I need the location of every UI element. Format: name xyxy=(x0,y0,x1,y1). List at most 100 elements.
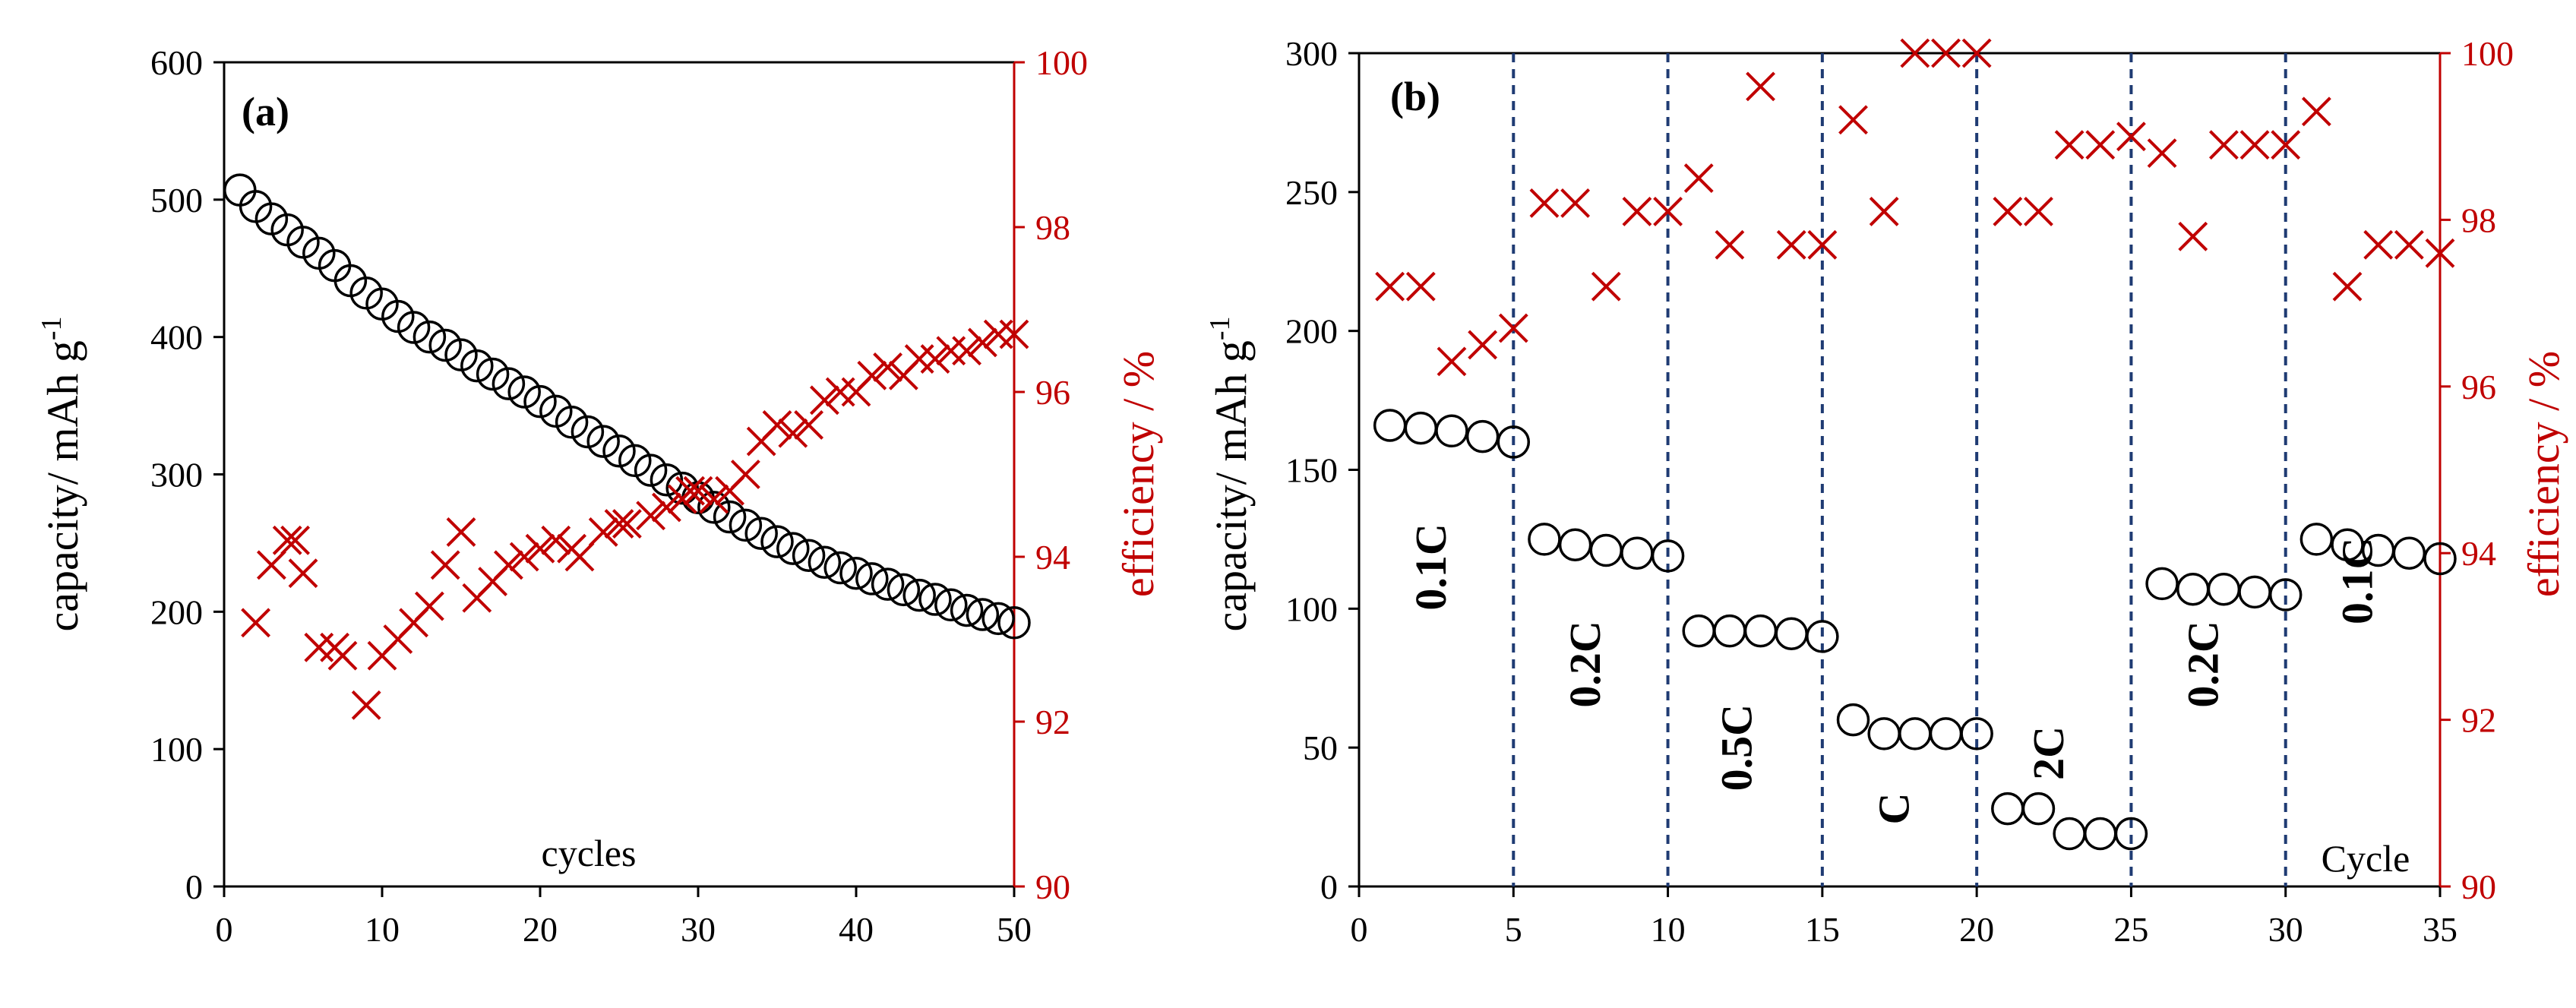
capacity-point-a xyxy=(618,444,652,478)
capacity-point-a xyxy=(997,606,1031,640)
efficiency-point-a xyxy=(541,525,571,555)
x-tick-label-b: 0 xyxy=(1351,910,1368,949)
capacity-point-a xyxy=(412,320,447,354)
y-tick-label-a: 300 xyxy=(150,456,203,495)
efficiency-point-a xyxy=(636,501,666,531)
capacity-point-a xyxy=(397,311,431,344)
capacity-point-a xyxy=(855,562,889,596)
efficiency-point-b xyxy=(1746,71,1775,102)
x-tick-label-a: 20 xyxy=(523,910,558,949)
y2-tick-label-a: 92 xyxy=(1035,703,1070,741)
efficiency-point-a xyxy=(651,492,681,523)
capacity-point-b xyxy=(2021,792,2056,826)
y-tick-label-b: 300 xyxy=(1285,34,1338,73)
y-tick-label-b: 200 xyxy=(1285,312,1338,351)
capacity-point-a xyxy=(808,545,842,579)
efficiency-point-b xyxy=(2363,229,2394,260)
efficiency-point-b xyxy=(2147,138,2177,169)
efficiency-point-b xyxy=(1622,197,1652,226)
plot-frame-a xyxy=(223,61,1016,888)
y-axis-title-sup-b: -1 xyxy=(1204,317,1236,341)
efficiency-point-b xyxy=(2332,271,2363,302)
capacity-point-b xyxy=(1497,425,1531,459)
capacity-point-b xyxy=(2114,817,2148,851)
capacity-point-b xyxy=(2268,578,2303,611)
capacity-point-a xyxy=(634,453,668,487)
y2-axis-title-a: efficiency / % xyxy=(1114,351,1163,597)
chart-panel-b: 0 5 10 15 20 25 30 35 0 50 100 150 200 250 300 90 92 94 96… xyxy=(1204,34,2568,949)
rate-label: 0.1C xyxy=(2333,538,2382,624)
capacity-point-a xyxy=(460,349,494,383)
rate-label: 0.5C xyxy=(1712,704,1761,791)
capacity-point-b xyxy=(1929,717,1963,750)
y2-tick-label-b: 94 xyxy=(2461,534,2496,573)
capacity-point-b xyxy=(1743,614,1778,648)
efficiency-point-a xyxy=(999,319,1029,349)
capacity-point-b xyxy=(1960,717,1993,750)
capacity-point-b xyxy=(2299,523,2334,556)
capacity-point-b xyxy=(1836,703,1870,737)
y2-tick-label-b: 96 xyxy=(2461,368,2496,406)
capacity-point-b xyxy=(1620,536,1654,570)
capacity-point-a xyxy=(729,508,763,542)
efficiency-point-a xyxy=(778,418,808,448)
y-axis-title-text-a: capacity/ mAh g xyxy=(38,340,87,631)
capacity-point-a xyxy=(839,556,873,590)
efficiency-point-b xyxy=(1405,271,1436,302)
x-tick-label-b: 20 xyxy=(1959,910,1994,949)
capacity-point-b xyxy=(1373,409,1407,442)
efficiency-point-a xyxy=(936,336,966,366)
capacity-point-a xyxy=(476,357,510,391)
y2-tick-label-a: 100 xyxy=(1035,43,1088,82)
x-tick-label-b: 5 xyxy=(1505,910,1522,949)
efficiency-point-b xyxy=(1498,313,1528,343)
plot-frame-b xyxy=(1358,52,2442,888)
efficiency-point-a xyxy=(493,550,523,580)
efficiency-point-b xyxy=(1653,197,1683,226)
x-tick-label-a: 10 xyxy=(365,910,400,949)
capacity-point-b xyxy=(2238,575,2271,609)
efficiency-point-b xyxy=(1715,229,1745,260)
capacity-point-a xyxy=(934,588,968,622)
efficiency-point-a xyxy=(430,550,460,580)
efficiency-point-a xyxy=(952,336,982,366)
efficiency-point-a xyxy=(683,476,713,506)
efficiency-point-a xyxy=(809,385,839,416)
efficiency-point-a xyxy=(857,360,887,390)
capacity-point-b xyxy=(1528,523,1561,556)
efficiency-point-a xyxy=(414,591,444,621)
capacity-point-b xyxy=(2423,542,2457,576)
efficiency-point-b xyxy=(1560,188,1591,218)
capacity-point-a xyxy=(650,463,684,497)
efficiency-point-a xyxy=(327,640,358,671)
x-tick-label-a: 50 xyxy=(997,910,1032,949)
y2-tick-label-b: 100 xyxy=(2461,34,2514,73)
y-axis-title-a: capacity/ mAh g-1 xyxy=(36,317,87,632)
efficiency-point-b xyxy=(1529,188,1560,218)
efficiency-point-a xyxy=(604,509,634,539)
rate-label: C xyxy=(1870,793,1919,825)
panel-label-b: (b) xyxy=(1390,74,1440,119)
capacity-point-a xyxy=(871,567,905,601)
efficiency-point-a xyxy=(351,690,381,720)
capacity-point-a xyxy=(555,406,589,439)
efficiency-point-b xyxy=(1776,229,1806,260)
efficiency-point-a xyxy=(272,525,302,555)
capacity-point-a xyxy=(223,173,257,207)
y2-axis-title-b: efficiency / % xyxy=(2519,351,2568,597)
capacity-point-b xyxy=(1806,620,1839,653)
rate-label: 2C xyxy=(2024,726,2073,780)
capacity-point-b xyxy=(2145,567,2179,601)
capacity-point-b xyxy=(1589,533,1623,567)
rate-label: 0.1C xyxy=(1406,523,1456,610)
y-tick-label-a: 200 xyxy=(150,592,203,631)
efficiency-point-a xyxy=(241,608,271,638)
efficiency-point-b xyxy=(1931,38,1961,68)
efficiency-point-b xyxy=(2239,130,2270,160)
efficiency-point-b xyxy=(2085,130,2116,160)
y-axis-title-text-b: capacity/ mAh g xyxy=(1206,340,1256,631)
capacity-point-a xyxy=(918,583,952,616)
efficiency-point-b xyxy=(1869,197,1899,226)
x-axis-title-a: cycles xyxy=(542,832,637,874)
capacity-point-b xyxy=(1465,419,1500,453)
